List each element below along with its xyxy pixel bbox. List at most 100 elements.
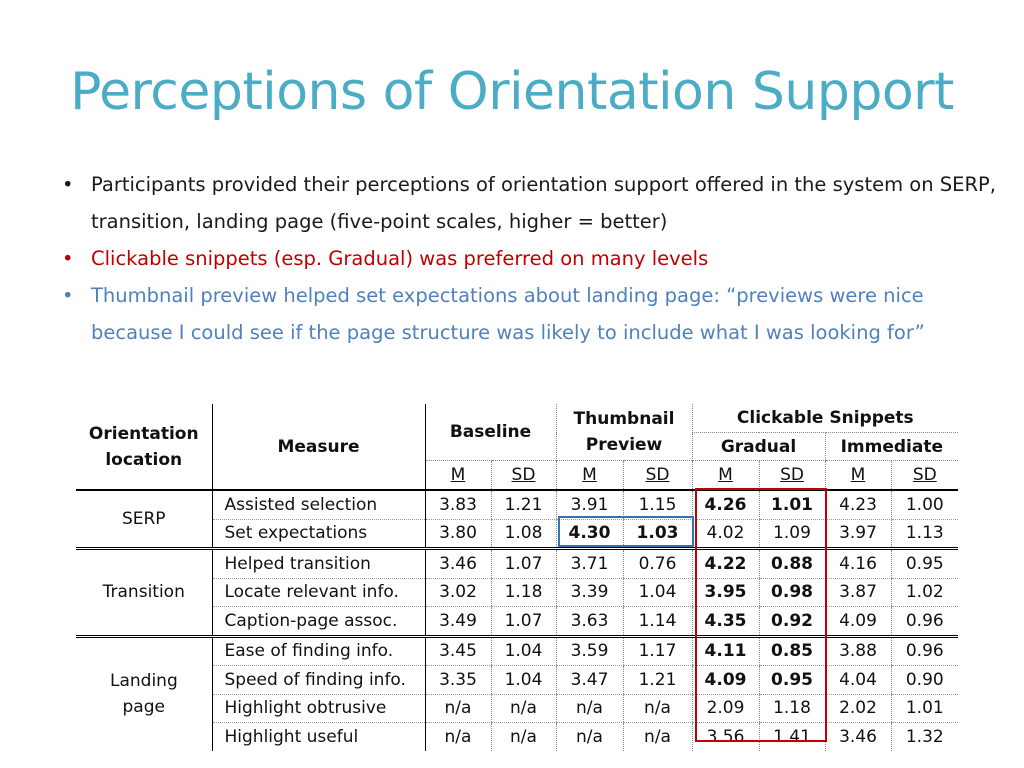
value-cell: 0.88 bbox=[758, 547, 826, 579]
value-cell: 2.02 bbox=[824, 694, 892, 723]
header-sd: SD bbox=[890, 460, 959, 491]
measure-cell: Caption-page assoc. bbox=[211, 606, 425, 636]
value-cell: 3.91 bbox=[555, 490, 623, 520]
value-cell: 3.35 bbox=[424, 665, 491, 695]
header-measure: Measure bbox=[211, 404, 425, 491]
value-cell: 1.08 bbox=[490, 519, 556, 549]
value-cell: 3.88 bbox=[824, 634, 892, 666]
value-cell: 3.71 bbox=[555, 547, 623, 579]
value-cell: 4.30 bbox=[555, 519, 623, 549]
value-cell: n/a bbox=[555, 694, 623, 723]
bullet-item: • Clickable snippets (esp. Gradual) was … bbox=[62, 240, 1007, 277]
value-cell: 1.02 bbox=[890, 578, 959, 607]
measure-cell: Assisted selection bbox=[211, 490, 425, 520]
value-cell: 1.21 bbox=[622, 665, 693, 695]
value-cell: 4.22 bbox=[691, 547, 760, 579]
value-cell: 1.04 bbox=[622, 578, 693, 607]
header-m: M bbox=[555, 460, 623, 491]
value-cell: 3.87 bbox=[824, 578, 892, 607]
value-cell: 3.56 bbox=[691, 722, 760, 751]
table-body: SERP Assisted selection 3.83 1.21 3.91 1.15 4.… bbox=[76, 490, 959, 751]
value-cell: 3.63 bbox=[555, 606, 623, 636]
value-cell: 3.39 bbox=[555, 578, 623, 607]
value-cell: 1.03 bbox=[622, 519, 693, 549]
value-cell: 1.18 bbox=[758, 694, 826, 723]
value-cell: 1.04 bbox=[490, 665, 556, 695]
value-cell: 0.92 bbox=[758, 606, 826, 636]
measure-cell: Ease of finding info. bbox=[211, 634, 425, 666]
results-table-wrapper: Orientation location Measure Baseline Th… bbox=[76, 404, 959, 751]
value-cell: 3.45 bbox=[424, 634, 491, 666]
header-m: M bbox=[691, 460, 760, 491]
value-cell: n/a bbox=[424, 694, 491, 723]
header-m: M bbox=[424, 460, 491, 491]
header-location-label: Orientation location bbox=[88, 423, 199, 470]
location-cell: Landing page bbox=[76, 634, 212, 751]
table-row: Locate relevant info. 3.02 1.18 3.39 1.04 3.9… bbox=[76, 578, 959, 607]
table-row: Highlight obtrusive n/a n/a n/a n/a 2.09 1.18 2… bbox=[76, 694, 959, 723]
value-cell: 0.95 bbox=[758, 665, 826, 695]
table-row: Set expectations 3.80 1.08 4.30 1.03 4.02 1.09… bbox=[76, 519, 959, 549]
header-baseline: Baseline bbox=[424, 404, 556, 461]
value-cell: 1.01 bbox=[758, 490, 826, 520]
value-cell: n/a bbox=[490, 722, 556, 751]
value-cell: 4.09 bbox=[691, 665, 760, 695]
bullet-item: • Participants provided their perception… bbox=[62, 166, 1007, 240]
header-sd: SD bbox=[622, 460, 693, 491]
value-cell: 3.49 bbox=[424, 606, 491, 636]
measure-cell: Highlight useful bbox=[211, 722, 425, 751]
table-row: Highlight useful n/a n/a n/a n/a 3.56 1.41 3.46… bbox=[76, 722, 959, 751]
measure-cell: Set expectations bbox=[211, 519, 425, 549]
value-cell: 0.85 bbox=[758, 634, 826, 666]
value-cell: 1.07 bbox=[490, 606, 556, 636]
value-cell: 1.15 bbox=[622, 490, 693, 520]
value-cell: 4.35 bbox=[691, 606, 760, 636]
value-cell: 4.09 bbox=[824, 606, 892, 636]
location-cell: Transition bbox=[76, 547, 212, 636]
value-cell: 0.98 bbox=[758, 578, 826, 607]
value-cell: 1.17 bbox=[622, 634, 693, 666]
header-location: Orientation location bbox=[76, 404, 212, 491]
value-cell: 4.11 bbox=[691, 634, 760, 666]
value-cell: 1.00 bbox=[890, 490, 959, 520]
value-cell: 0.96 bbox=[890, 606, 959, 636]
slide-title: Perceptions of Orientation Support bbox=[70, 62, 954, 122]
value-cell: 4.16 bbox=[824, 547, 892, 579]
value-cell: 1.18 bbox=[490, 578, 556, 607]
bullet-symbol: • bbox=[62, 284, 74, 307]
value-cell: 0.95 bbox=[890, 547, 959, 579]
location-cell: SERP bbox=[121, 509, 166, 529]
bullet-text: Thumbnail preview helped set expectation… bbox=[91, 284, 925, 344]
table-row: Transition Helped transition 3.46 1.07 3.71 0… bbox=[76, 547, 959, 636]
table-row: Caption-page assoc. 3.49 1.07 3.63 1.14 4.35 0… bbox=[76, 606, 959, 636]
header-sd: SD bbox=[490, 460, 556, 491]
value-cell: 4.23 bbox=[824, 490, 892, 520]
results-table: Orientation location Measure Baseline Th… bbox=[76, 404, 959, 751]
value-cell: n/a bbox=[622, 722, 693, 751]
header-gradual: Gradual bbox=[691, 432, 826, 461]
value-cell: 1.09 bbox=[758, 519, 826, 549]
measure-cell: Highlight obtrusive bbox=[211, 694, 425, 723]
header-thumbnail-label: Thumbnail Preview bbox=[573, 409, 675, 455]
bullet-list: • Participants provided their perception… bbox=[62, 166, 1007, 351]
value-cell: 2.09 bbox=[691, 694, 760, 723]
value-cell: 1.04 bbox=[490, 634, 556, 666]
header-immediate: Immediate bbox=[824, 432, 959, 461]
value-cell: 4.02 bbox=[691, 519, 760, 549]
value-cell: 0.96 bbox=[890, 634, 959, 666]
table-row: Landing page Ease of finding info. 3.45 1.0… bbox=[76, 634, 959, 751]
value-cell: 0.90 bbox=[890, 665, 959, 695]
header-thumbnail: Thumbnail Preview bbox=[555, 404, 693, 461]
value-cell: 3.02 bbox=[424, 578, 491, 607]
value-cell: n/a bbox=[490, 694, 556, 723]
value-cell: 1.01 bbox=[890, 694, 959, 723]
value-cell: 4.26 bbox=[691, 490, 760, 520]
value-cell: 3.83 bbox=[424, 490, 491, 520]
measure-cell: Locate relevant info. bbox=[211, 578, 425, 607]
value-cell: 1.41 bbox=[758, 722, 826, 751]
value-cell: 3.95 bbox=[691, 578, 760, 607]
value-cell: 3.59 bbox=[555, 634, 623, 666]
value-cell: 0.76 bbox=[622, 547, 693, 579]
table-row: Speed of finding info. 3.35 1.04 3.47 1.21 4.… bbox=[76, 665, 959, 695]
bullet-text: Clickable snippets (esp. Gradual) was pr… bbox=[91, 247, 709, 270]
